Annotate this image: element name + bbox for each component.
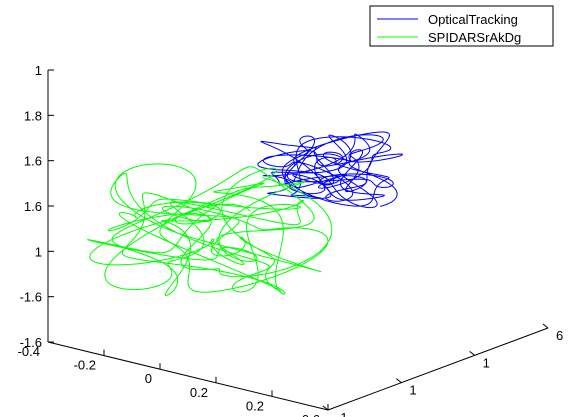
z-tick-label: 1.6 [24, 199, 42, 214]
legend-label-spidar: SPIDARSrAkDg [428, 30, 521, 45]
legend-label-optical: OpticalTracking [428, 12, 518, 27]
y-tick-mark [469, 350, 475, 356]
y-tick-mark [322, 405, 329, 411]
series-layer [87, 131, 403, 296]
legend: OpticalTracking SPIDARSrAkDg [369, 5, 554, 47]
x-tick-label: -0.2 [74, 358, 96, 373]
y-axis-ticks: -1 1 1 6 [322, 323, 563, 417]
x-tick-label: 0.2 [190, 385, 208, 400]
x-tick-label: 0.2 [246, 398, 264, 413]
z-tick-label: -1.6 [20, 335, 42, 350]
y-tick-label: -1 [336, 410, 348, 417]
x-axis-ticks: -0.4 -0.2 0 0.2 0.2 0.6 [18, 336, 329, 417]
x-tick-label: -0.4 [18, 344, 40, 359]
x-tick-label: 0 [145, 371, 152, 386]
x-axis-line [47, 341, 329, 411]
y-tick-label: 1 [483, 355, 490, 370]
series-line-optical [257, 131, 403, 209]
z-tick-label: 1.8 [24, 108, 42, 123]
series-line-spidar [87, 163, 333, 296]
legend-box [369, 5, 554, 47]
z-tick-label: -1.6 [20, 290, 42, 305]
z-tick-label: 1 [35, 63, 42, 78]
z-tick-label: 1 [35, 244, 42, 259]
y-tick-mark [542, 323, 549, 329]
z-axis-ticks: -1.6 -1.6 1 1.6 1.6 1.8 1 [20, 63, 54, 350]
z-tick-label: 1.6 [24, 154, 42, 169]
y-axis-line [327, 327, 549, 411]
y-tick-label: 1 [409, 383, 416, 398]
y-tick-mark [396, 378, 402, 384]
y-tick-label: 6 [556, 328, 563, 343]
x-tick-label: 0.6 [302, 412, 320, 417]
